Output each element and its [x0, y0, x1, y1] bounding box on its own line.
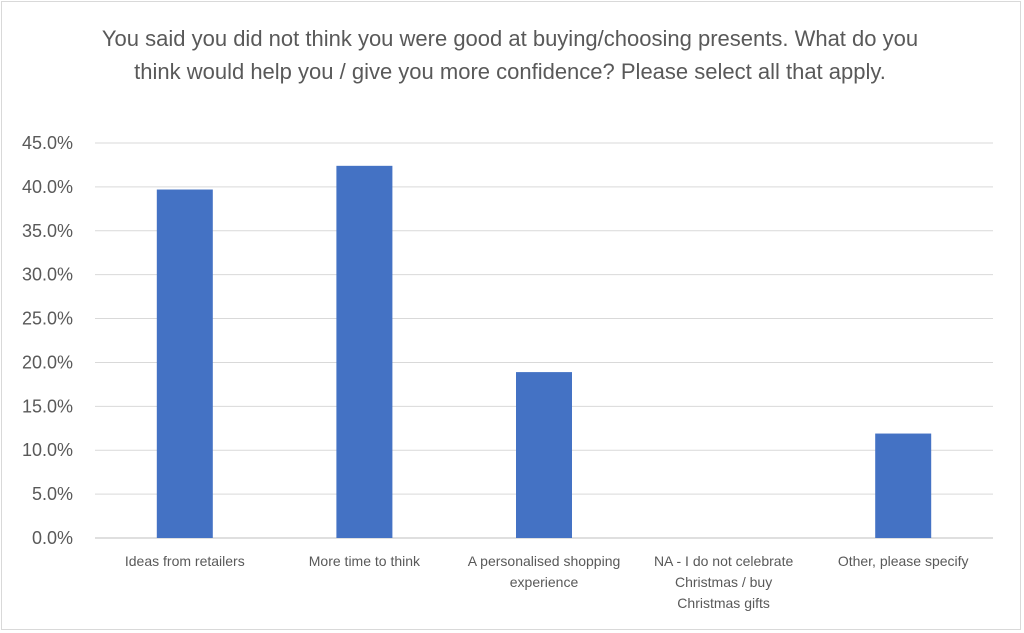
- x-axis-labels: Ideas from retailers More time to think A …: [125, 553, 969, 611]
- y-tick-label: 0.0%: [32, 528, 73, 548]
- bar: [156, 189, 213, 538]
- y-tick-label: 35.0%: [22, 221, 73, 241]
- x-category-label: A personalised shopping experience: [468, 553, 621, 590]
- x-category-label: More time to think: [309, 553, 421, 569]
- y-tick-label: 20.0%: [22, 352, 73, 372]
- bar: [516, 372, 572, 538]
- y-tick-label: 10.0%: [22, 440, 73, 460]
- bars: [156, 165, 932, 539]
- y-tick-label: 25.0%: [22, 309, 73, 329]
- chart-title: You said you did not think you were good…: [101, 26, 919, 84]
- y-tick-label: 45.0%: [22, 133, 73, 153]
- y-tick-label: 15.0%: [22, 396, 73, 416]
- y-tick-label: 30.0%: [22, 265, 73, 285]
- bar: [875, 433, 932, 538]
- x-category-label: Other, please specify: [838, 553, 969, 569]
- bar: [336, 165, 393, 539]
- x-category-label: NA - I do not celebrate Christmas / buy Ch…: [654, 553, 794, 611]
- x-category-label: Ideas from retailers: [125, 553, 245, 569]
- y-tick-label: 5.0%: [32, 484, 73, 504]
- y-tick-label: 40.0%: [22, 177, 73, 197]
- y-axis-ticks: 0.0% 5.0% 10.0% 15.0% 20.0% 25.0% 30.0% 35.0% 40…: [22, 133, 73, 548]
